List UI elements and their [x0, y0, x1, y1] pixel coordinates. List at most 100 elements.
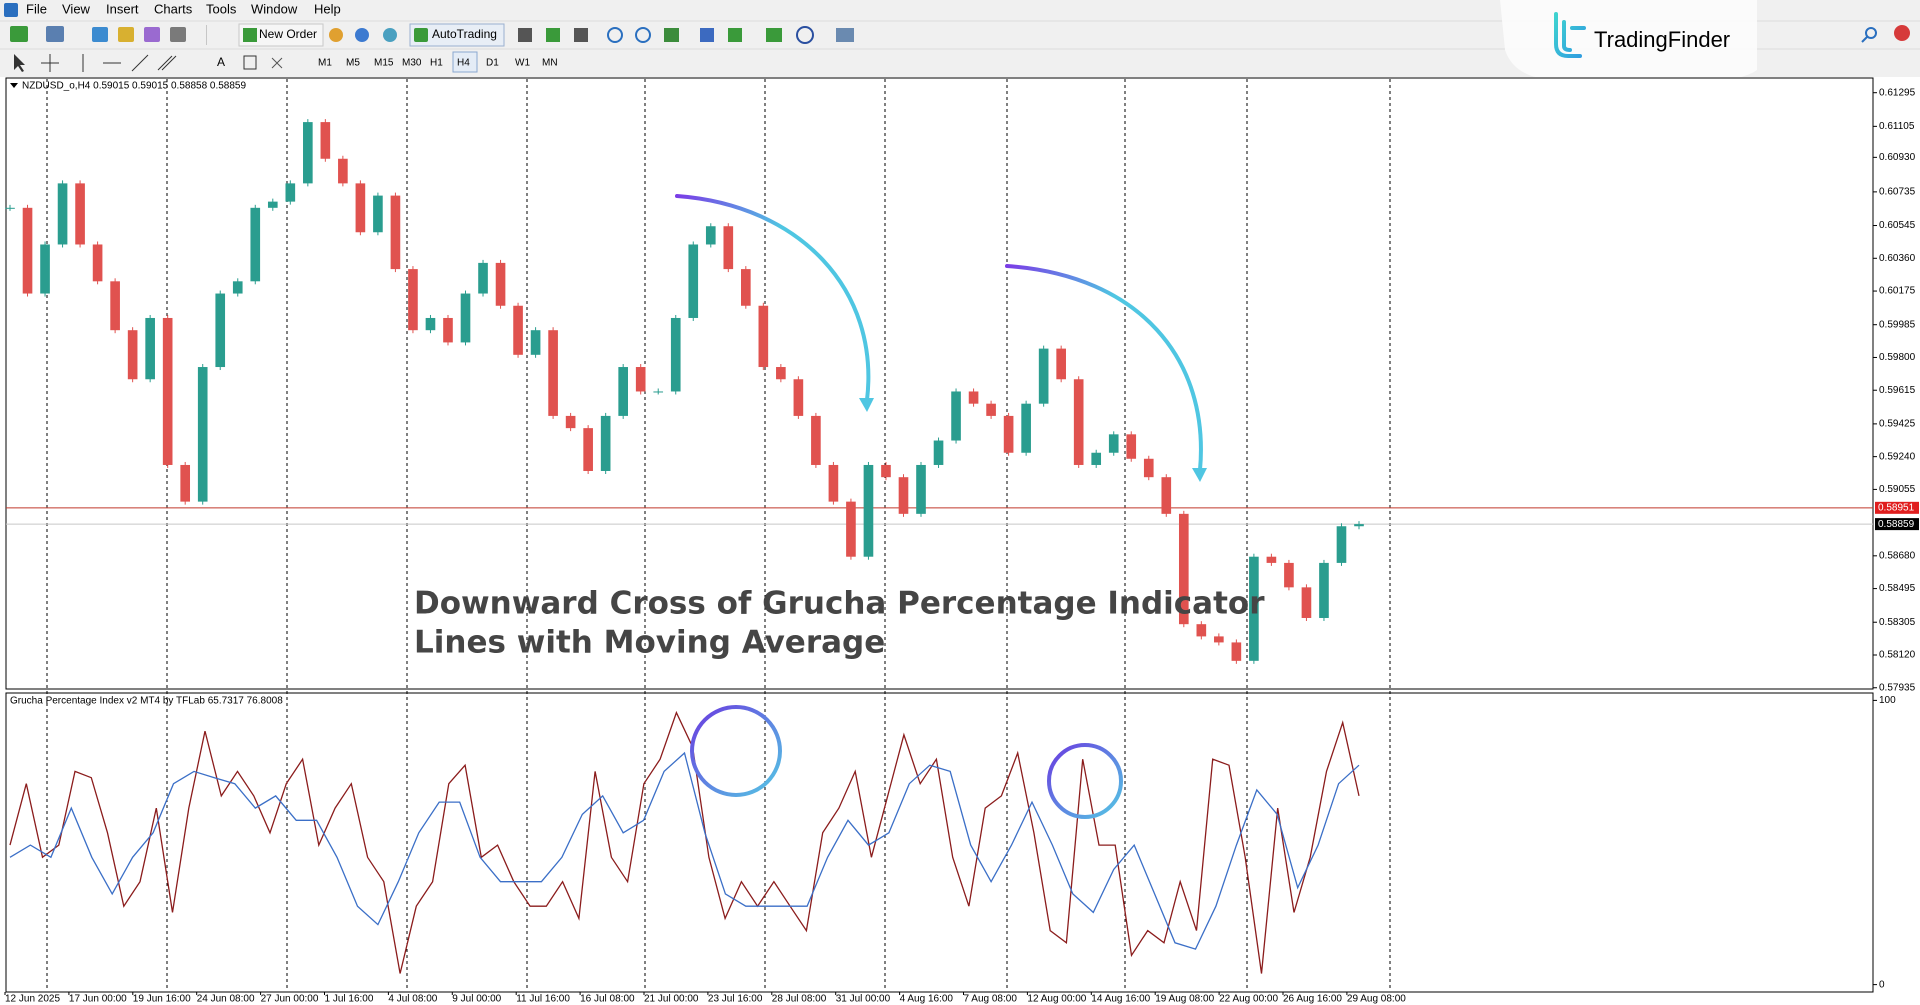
- time-label: 23 Jul 16:00: [708, 994, 763, 1005]
- timeframe-active: [452, 51, 478, 73]
- icon[interactable]: [329, 28, 343, 42]
- menu-item[interactable]: Window: [251, 1, 298, 16]
- search-icon[interactable]: [1865, 27, 1877, 39]
- candle: [215, 293, 226, 368]
- time-label: 4 Jul 08:00: [388, 994, 437, 1005]
- main-panel: [5, 77, 1874, 690]
- timeframe-button[interactable]: MN: [542, 58, 558, 69]
- candle: [1266, 556, 1277, 563]
- candle: [285, 183, 296, 202]
- time-label: 1 Jul 16:00: [325, 994, 374, 1005]
- toolbar: New Order AutoTrading A M1 M5 M15 M30 H1 H4 D1…: [10, 23, 854, 73]
- timeframe-button[interactable]: M1: [318, 58, 332, 69]
- price-label: 0.58495: [1879, 583, 1916, 594]
- annotation-line: Downward Cross of Grucha Percentage Indi…: [414, 586, 1265, 622]
- candle: [1108, 434, 1119, 453]
- icon[interactable]: [355, 28, 369, 42]
- zoom-in[interactable]: [607, 27, 623, 43]
- period-separators: [46, 79, 1391, 991]
- candle: [1126, 434, 1137, 459]
- icon[interactable]: [796, 26, 814, 44]
- candle: [635, 367, 646, 392]
- timeframes: M1 M5 M15 M30 H1 H4 D1 W1 MN: [318, 51, 558, 73]
- notification-icon[interactable]: [1894, 25, 1910, 41]
- annotation-line: Lines with Moving Average: [414, 625, 885, 661]
- price-label: 0.59055: [1879, 484, 1916, 495]
- timeframe-button[interactable]: M5: [346, 58, 360, 69]
- icon[interactable]: [170, 27, 186, 42]
- menu-item[interactable]: File: [26, 1, 47, 16]
- highlight-ring: [690, 705, 782, 797]
- candle: [846, 501, 856, 557]
- icon[interactable]: [546, 28, 560, 42]
- menu-item[interactable]: Insert: [106, 1, 139, 16]
- candle: [741, 269, 751, 306]
- indicator-chart: 100 0: [9, 695, 1896, 990]
- timeframe-button[interactable]: H1: [430, 58, 443, 69]
- price-label: 0.60930: [1879, 152, 1916, 163]
- icon[interactable]: [836, 28, 854, 42]
- icon[interactable]: [518, 28, 532, 42]
- timeframe-button[interactable]: D1: [486, 58, 499, 69]
- candle: [1319, 562, 1329, 618]
- icon[interactable]: [700, 28, 714, 42]
- time-label: 4 Aug 16:00: [900, 994, 954, 1005]
- candle: [373, 195, 383, 233]
- time-label: 17 Jun 00:00: [69, 994, 127, 1005]
- icon[interactable]: [664, 28, 679, 42]
- candle: [145, 317, 155, 380]
- timeframe-button[interactable]: W1: [515, 58, 530, 69]
- candle: [1214, 636, 1224, 643]
- time-label: 22 Aug 00:00: [1219, 994, 1278, 1005]
- arrowhead: [1192, 468, 1207, 482]
- icon[interactable]: [728, 28, 742, 42]
- time-label: 7 Aug 08:00: [964, 994, 1018, 1005]
- candle: [110, 281, 120, 331]
- candle: [811, 415, 821, 465]
- indicator-line: [9, 710, 1360, 974]
- timeframe-button[interactable]: H4: [457, 58, 470, 69]
- timeframe-button[interactable]: M30: [402, 58, 422, 69]
- menu-item[interactable]: View: [62, 1, 91, 16]
- timeframe-button[interactable]: M15: [374, 58, 394, 69]
- arrow: [675, 194, 871, 402]
- autotrading-button[interactable]: [409, 23, 505, 47]
- price-label: 0.60175: [1879, 286, 1916, 297]
- price-label: 0.59615: [1879, 385, 1916, 396]
- crosshair-tool[interactable]: [41, 54, 59, 72]
- candle: [565, 415, 576, 429]
- icon[interactable]: [46, 26, 64, 42]
- new-order-button[interactable]: [238, 23, 324, 47]
- candle: [758, 305, 769, 368]
- icon[interactable]: [10, 26, 28, 42]
- zoom-out[interactable]: [635, 27, 651, 43]
- menu-item[interactable]: Help: [314, 1, 341, 16]
- icon[interactable]: [144, 27, 160, 42]
- icon[interactable]: [766, 28, 782, 42]
- logo-text: TradingFinder: [1594, 27, 1730, 52]
- text-tool[interactable]: A: [217, 55, 225, 69]
- icon[interactable]: [383, 28, 397, 42]
- menu-item[interactable]: Tools: [206, 1, 237, 16]
- icon[interactable]: [118, 27, 134, 42]
- candle: [355, 183, 366, 233]
- icon[interactable]: [574, 28, 588, 42]
- time-label: 24 Jun 08:00: [197, 994, 255, 1005]
- cursor-tool[interactable]: [14, 54, 25, 72]
- trendline-tool[interactable]: [131, 54, 149, 72]
- channel-tool[interactable]: [157, 55, 177, 71]
- candle: [968, 391, 979, 404]
- shapes-tool[interactable]: [271, 57, 283, 69]
- price-label: 0.58680: [1879, 550, 1916, 561]
- candle: [408, 269, 418, 331]
- candle: [1354, 524, 1364, 527]
- candle: [250, 207, 261, 282]
- candle: [75, 183, 85, 245]
- price-axis: [1873, 78, 1920, 992]
- label-tool[interactable]: [243, 55, 257, 70]
- menu-item[interactable]: Charts: [154, 1, 193, 16]
- candle: [1336, 526, 1347, 563]
- icon[interactable]: [92, 27, 108, 42]
- time-label: 14 Aug 16:00: [1091, 994, 1150, 1005]
